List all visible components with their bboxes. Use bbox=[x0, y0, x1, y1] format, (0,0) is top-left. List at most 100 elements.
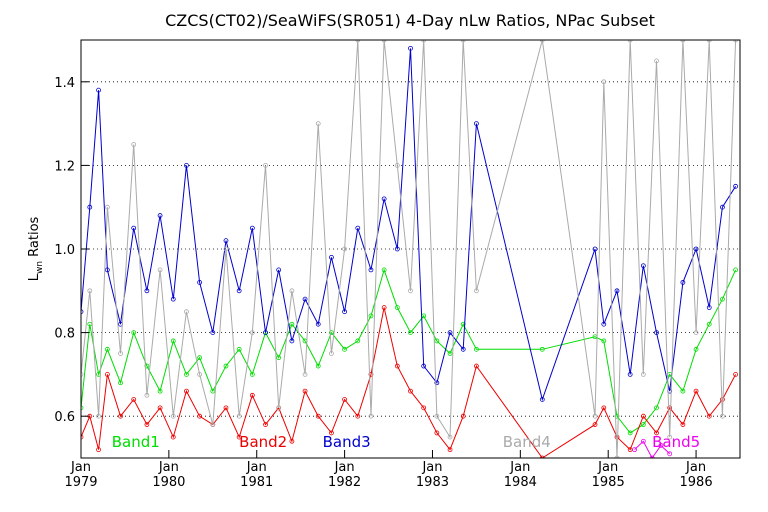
point-Band5-2 bbox=[649, 455, 655, 458]
point-Band4-22 bbox=[355, 40, 361, 43]
point-Band4-13 bbox=[236, 413, 242, 419]
point-Band1-36 bbox=[627, 430, 633, 436]
point-Band2-6 bbox=[144, 422, 150, 427]
point-Band4-15 bbox=[263, 162, 268, 168]
point-Band3-37 bbox=[640, 263, 646, 269]
y-tick-label-4: 1.4 bbox=[54, 76, 75, 91]
point-Band4-19 bbox=[315, 121, 321, 126]
point-Band4-4 bbox=[118, 351, 123, 356]
point-Band1-5 bbox=[131, 330, 137, 336]
point-Band4-1 bbox=[87, 288, 93, 294]
point-Band2-7 bbox=[157, 405, 163, 411]
point-Band2-30 bbox=[460, 413, 466, 419]
point-Band4-26 bbox=[408, 288, 413, 294]
point-Band1-28 bbox=[434, 338, 440, 344]
x-tick-month-3: Jan bbox=[334, 460, 355, 475]
point-Band4-33 bbox=[592, 413, 598, 419]
point-Band1-0 bbox=[81, 405, 84, 411]
series-Band2 bbox=[81, 305, 739, 458]
point-Band4-0 bbox=[81, 372, 84, 377]
point-Band5-1 bbox=[640, 438, 646, 444]
series-Band5 bbox=[632, 438, 673, 458]
point-Band1-8 bbox=[170, 338, 176, 344]
point-Band4-6 bbox=[144, 392, 150, 398]
point-Band2-35 bbox=[614, 434, 620, 440]
point-Band2-37 bbox=[640, 413, 646, 419]
point-Band3-32 bbox=[539, 397, 545, 402]
series-Band1 bbox=[81, 267, 739, 436]
point-Band3-10 bbox=[197, 280, 203, 285]
point-Band4-8 bbox=[170, 413, 176, 419]
series-line-Band3 bbox=[81, 48, 737, 402]
series-line-Band1 bbox=[81, 268, 737, 434]
point-Band3-27 bbox=[421, 363, 427, 369]
point-Band2-39 bbox=[667, 405, 673, 411]
point-Band4-3 bbox=[104, 204, 110, 210]
point-Band2-12 bbox=[223, 405, 229, 411]
point-Band1-10 bbox=[197, 355, 203, 361]
point-Band2-3 bbox=[104, 371, 110, 377]
point-Band2-42 bbox=[706, 413, 712, 419]
legend-Band1: Band1 bbox=[112, 433, 160, 451]
point-Band1-35 bbox=[614, 413, 620, 419]
point-Band4-31 bbox=[473, 288, 479, 294]
point-Band1-40 bbox=[680, 388, 686, 394]
point-Band3-8 bbox=[170, 296, 176, 302]
point-Band3-3 bbox=[104, 267, 110, 273]
point-Band2-38 bbox=[654, 430, 659, 436]
point-Band1-22 bbox=[355, 338, 361, 344]
point-Band2-22 bbox=[355, 413, 361, 419]
x-tick-year-5: 1984 bbox=[504, 475, 537, 490]
point-Band2-23 bbox=[368, 371, 374, 377]
point-Band2-4 bbox=[118, 413, 123, 419]
point-Band3-11 bbox=[210, 330, 216, 336]
x-tick-month-5: Jan bbox=[509, 460, 530, 475]
point-Band2-18 bbox=[302, 388, 308, 394]
point-Band3-5 bbox=[131, 225, 137, 231]
x-tick-year-4: 1983 bbox=[416, 475, 449, 490]
y-tick-label-3: 1.2 bbox=[54, 159, 75, 174]
y-tick-label-1: 0.8 bbox=[54, 327, 75, 342]
point-Band4-23 bbox=[368, 413, 374, 419]
point-Band1-29 bbox=[447, 351, 453, 356]
point-Band1-30 bbox=[460, 321, 466, 327]
point-Band2-20 bbox=[329, 430, 334, 436]
legend-Band3: Band3 bbox=[323, 433, 371, 451]
point-Band3-15 bbox=[263, 330, 268, 336]
point-Band3-22 bbox=[355, 225, 361, 231]
point-Band3-9 bbox=[184, 162, 189, 168]
point-Band4-29 bbox=[447, 434, 453, 440]
legend-Band2: Band2 bbox=[239, 433, 287, 451]
point-Band1-32 bbox=[539, 346, 545, 352]
point-Band4-11 bbox=[210, 422, 216, 427]
point-Band3-31 bbox=[473, 121, 479, 126]
point-Band1-25 bbox=[394, 305, 400, 310]
point-Band4-14 bbox=[249, 330, 255, 336]
point-Band3-18 bbox=[302, 296, 308, 302]
x-tick-year-3: 1982 bbox=[328, 475, 361, 490]
point-Band2-9 bbox=[184, 388, 189, 394]
point-Band4-44 bbox=[733, 40, 739, 43]
point-Band2-13 bbox=[236, 434, 242, 440]
point-Band1-19 bbox=[315, 363, 321, 369]
point-Band3-35 bbox=[614, 288, 620, 294]
point-Band3-7 bbox=[157, 213, 163, 218]
x-tick-month-1: Jan bbox=[158, 460, 179, 475]
point-Band3-23 bbox=[368, 267, 374, 273]
y-axis: 0.6 0.8 1.0 1.2 1.4 bbox=[54, 76, 89, 425]
point-Band1-42 bbox=[706, 321, 712, 327]
point-Band3-24 bbox=[381, 196, 387, 202]
series-line-Band2 bbox=[81, 307, 737, 458]
x-tick-year-2: 1981 bbox=[240, 475, 273, 490]
point-Band1-43 bbox=[720, 296, 725, 302]
point-Band3-44 bbox=[733, 183, 739, 189]
series-layer bbox=[81, 40, 739, 458]
y-axis-label: Lwn Ratios bbox=[27, 216, 45, 281]
legend: Band1 Band2 Band3 Band4 Band5 bbox=[112, 433, 700, 451]
point-Band2-0 bbox=[81, 434, 84, 440]
point-Band2-41 bbox=[693, 388, 699, 394]
point-Band4-42 bbox=[706, 40, 712, 43]
point-Band2-32 bbox=[539, 455, 545, 458]
point-Band5-0 bbox=[632, 447, 637, 453]
point-Band4-37 bbox=[640, 371, 646, 377]
